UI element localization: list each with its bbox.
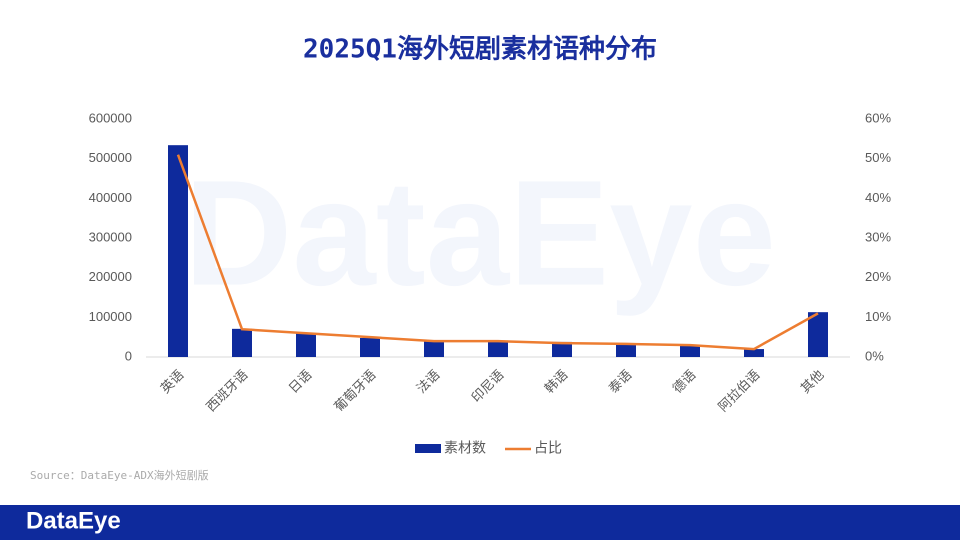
bar xyxy=(552,341,572,357)
bar xyxy=(424,341,444,357)
y-tick-label: 300000 xyxy=(89,229,132,244)
y-tick-label: 400000 xyxy=(89,190,132,205)
legend-label: 占比 xyxy=(534,440,562,456)
watermark: DataEye xyxy=(184,149,776,317)
y2-tick-label: 10% xyxy=(865,309,891,324)
footer-bar xyxy=(0,505,960,540)
y2-tick-label: 30% xyxy=(865,229,891,244)
bar xyxy=(744,349,764,357)
bar xyxy=(488,341,508,357)
y-tick-label: 0 xyxy=(125,348,132,363)
y-tick-label: 600000 xyxy=(89,110,132,125)
legend-label: 素材数 xyxy=(444,440,486,456)
bar xyxy=(232,328,252,357)
line xyxy=(176,154,819,351)
source: Source：DataEye-ADX海外短剧版 xyxy=(30,468,209,482)
bar xyxy=(808,312,828,357)
bar xyxy=(360,337,380,357)
bar xyxy=(296,333,316,357)
bar xyxy=(680,345,700,357)
chart-title: 2025Q1海外短剧素材语种分布 xyxy=(303,35,657,65)
y2-tick-label: 40% xyxy=(865,190,891,205)
bar xyxy=(616,343,636,357)
y2-tick-label: 60% xyxy=(865,110,891,125)
y2-tick-label: 20% xyxy=(865,269,891,284)
bar xyxy=(168,145,188,357)
y2-tick-label: 50% xyxy=(865,150,891,165)
y2-tick-label: 0% xyxy=(865,348,884,363)
y-tick-label: 500000 xyxy=(89,150,132,165)
y-tick-label: 200000 xyxy=(89,269,132,284)
brand: DataEye xyxy=(26,507,121,534)
legend-swatch xyxy=(415,444,441,453)
y-tick-label: 100000 xyxy=(89,309,132,324)
